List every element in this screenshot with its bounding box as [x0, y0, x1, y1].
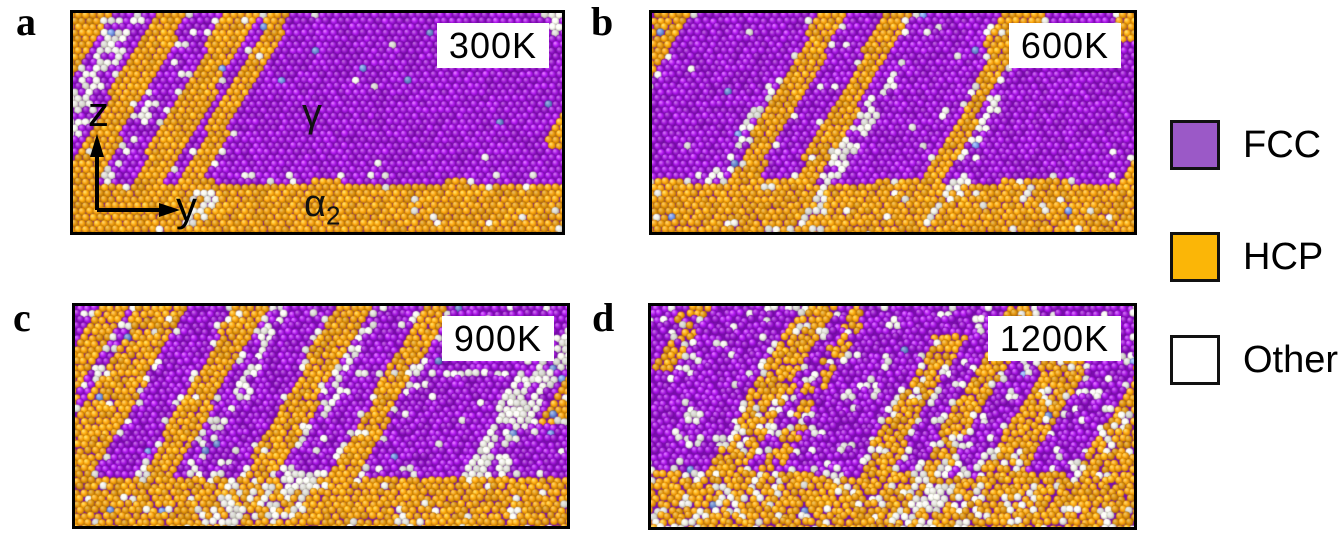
- legend-label-hcp: HCP: [1243, 236, 1324, 278]
- panel-1200k: 1200K: [648, 303, 1137, 530]
- alpha-symbol: α: [304, 183, 326, 225]
- axis-label-y: y: [176, 183, 197, 230]
- alpha-subscript: 2: [325, 200, 341, 231]
- region-label-alpha2: α2: [304, 183, 340, 229]
- panel-900k: 900K: [72, 303, 570, 529]
- legend-item-other: Other: [1170, 335, 1338, 385]
- legend-label-fcc: FCC: [1243, 124, 1322, 166]
- temperature-badge-900k: 900K: [441, 316, 554, 362]
- hcp-color-swatch: [1170, 232, 1220, 282]
- panel-label-a: a: [16, 0, 36, 44]
- axis-label-z: z: [88, 88, 109, 135]
- temperature-badge-300k: 300K: [436, 23, 549, 69]
- panel-600k: 600K: [649, 10, 1137, 235]
- panel-label-c: c: [13, 295, 31, 340]
- temperature-badge-600k: 600K: [1008, 23, 1121, 69]
- legend-label-other: Other: [1243, 339, 1339, 381]
- panel-300k: z y γ α2 300K: [70, 10, 565, 235]
- legend-item-fcc: FCC: [1170, 120, 1321, 170]
- fcc-color-swatch: [1170, 120, 1220, 170]
- legend: FCC HCP Other: [1170, 0, 1341, 533]
- temperature-badge-1200k: 1200K: [987, 316, 1121, 362]
- panel-label-d: d: [592, 295, 615, 340]
- legend-item-hcp: HCP: [1170, 232, 1323, 282]
- panel-label-b: b: [591, 0, 614, 44]
- region-label-gamma: γ: [302, 91, 322, 135]
- other-color-swatch: [1170, 335, 1220, 385]
